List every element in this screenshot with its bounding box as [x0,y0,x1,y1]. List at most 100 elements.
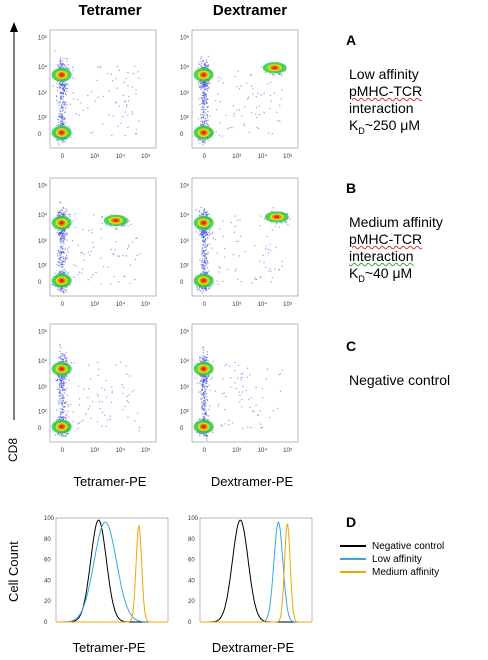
svg-text:10³: 10³ [38,91,47,97]
svg-text:0: 0 [203,154,207,160]
svg-text:100: 100 [44,516,55,522]
svg-text:0: 0 [61,448,65,454]
svg-text:10⁵: 10⁵ [141,301,151,308]
svg-text:10⁴: 10⁴ [116,447,126,454]
svg-text:10⁴: 10⁴ [258,447,268,454]
svg-text:80: 80 [44,537,51,543]
svg-text:60: 60 [188,558,195,564]
panel-a-line2: pMHC-TCR [349,83,423,99]
svg-text:0: 0 [38,280,42,286]
legend-swatch-medium [340,571,366,574]
dot-plot-b-tetramer: 10⁵ 10⁴ 10³ 10² 0 0 10³ 10⁴ 10⁵ [38,177,157,308]
svg-text:10²: 10² [180,410,189,416]
svg-text:10⁴: 10⁴ [38,358,48,365]
dot-plot-c-dextramer: 10⁵ 10⁴ 10³ 10² 0 0 10³ 10⁴ 10⁵ [180,323,299,454]
svg-text:10⁴: 10⁴ [38,64,48,71]
svg-text:10⁵: 10⁵ [180,34,190,41]
svg-text:10⁴: 10⁴ [258,301,268,308]
svg-text:80: 80 [188,537,195,543]
column-header-dextramer: Dextramer [212,2,288,19]
svg-text:10²: 10² [180,116,189,122]
panel-a-description: Low affinity pMHC-TCR interaction KD~250… [349,66,422,140]
svg-text:0: 0 [61,154,65,160]
svg-text:10⁵: 10⁵ [180,328,190,335]
svg-text:0: 0 [38,132,42,138]
cd8-axis-arrow [10,22,18,420]
svg-text:20: 20 [44,599,51,605]
column-header-tetramer: Tetramer [78,2,142,19]
svg-text:10²: 10² [38,116,47,122]
svg-text:40: 40 [188,578,195,584]
legend-item-medium: Medium affinity [340,566,444,579]
panel-b-line2: pMHC-TCR [349,231,423,247]
svg-text:0: 0 [180,280,184,286]
svg-text:10³: 10³ [232,154,241,160]
panel-b-line1: Medium affinity [349,214,443,230]
panel-a-line3: interaction [349,100,414,116]
svg-text:0: 0 [180,426,184,432]
svg-text:10⁵: 10⁵ [283,153,293,160]
svg-text:10⁵: 10⁵ [38,328,48,335]
histogram-dextramer: 100 80 60 40 20 0 [188,516,313,626]
panel-b-description: Medium affinity pMHC-TCR interaction KD~… [349,214,443,288]
panel-c-description: Negative control [349,372,451,388]
svg-text:0: 0 [61,302,65,308]
panel-letter-a: A [346,32,357,48]
svg-text:0: 0 [203,448,207,454]
svg-text:10⁵: 10⁵ [283,301,293,308]
svg-text:10³: 10³ [180,239,189,245]
svg-text:10³: 10³ [180,91,189,97]
svg-text:20: 20 [188,599,195,605]
panel-a-kd: KD~250 μM [349,117,420,136]
panel-b-line3: interaction [349,248,414,264]
legend-item-low: Low affinity [340,553,444,566]
histogram-legend: Negative control Low affinity Medium aff… [340,540,444,579]
dot-plot-b-dextramer: 10⁵ 10⁴ 10³ 10² 0 0 10³ 10⁴ 10⁵ [180,177,299,308]
svg-text:10⁵: 10⁵ [283,447,293,454]
dot-plot-a-tetramer: 10⁵ 10⁴ 10³ 10² 0 0 10³ 10⁴ 10⁵ [38,29,157,160]
panel-letter-c: C [346,338,357,354]
svg-text:10³: 10³ [232,448,241,454]
svg-text:0: 0 [38,426,42,432]
histogram-tetramer: 100 80 60 40 20 0 [44,516,169,626]
legend-item-negative: Negative control [340,540,444,553]
legend-swatch-negative [340,545,366,548]
svg-text:10²: 10² [38,410,47,416]
svg-text:10³: 10³ [90,448,99,454]
dot-plot-c-tetramer: 10⁵ 10⁴ 10³ 10² 0 0 10³ 10⁴ 10⁵ [38,323,157,454]
svg-text:40: 40 [44,578,51,584]
svg-text:0: 0 [188,620,192,626]
cd8-axis-label: CD8 [6,437,20,462]
dot-xlabel-tetramer: Tetramer-PE [73,474,147,489]
hist-xlabel-tetramer: Tetramer-PE [72,640,146,655]
svg-text:10⁵: 10⁵ [38,34,48,41]
svg-text:10³: 10³ [90,302,99,308]
svg-text:60: 60 [44,558,51,564]
svg-text:10⁴: 10⁴ [180,358,190,365]
svg-text:10⁵: 10⁵ [38,182,48,189]
panel-b-kd: KD~40 μM [349,265,413,284]
svg-text:0: 0 [203,302,207,308]
svg-text:100: 100 [188,516,199,522]
dot-plot-a-dextramer: 10⁵ 10⁴ 10³ 10² 0 0 10³ 10⁴ 10⁵ [180,29,299,160]
svg-text:10⁴: 10⁴ [116,153,126,160]
svg-text:10⁴: 10⁴ [180,64,190,71]
svg-text:10³: 10³ [38,385,47,391]
legend-swatch-low [340,558,366,561]
svg-text:10³: 10³ [180,385,189,391]
svg-text:0: 0 [44,620,48,626]
panel-letter-d: D [346,514,357,530]
svg-text:10²: 10² [180,264,189,270]
svg-text:10³: 10³ [90,154,99,160]
panel-letter-b: B [346,180,357,196]
svg-text:10³: 10³ [232,302,241,308]
svg-text:10²: 10² [38,264,47,270]
svg-text:10⁴: 10⁴ [180,212,190,219]
svg-text:10⁵: 10⁵ [141,153,151,160]
svg-text:10⁴: 10⁴ [258,153,268,160]
dot-xlabel-dextramer: Dextramer-PE [210,474,294,489]
svg-text:10³: 10³ [38,239,47,245]
histogram-y-label: Cell Count [6,541,21,602]
svg-text:10⁴: 10⁴ [38,212,48,219]
svg-text:0: 0 [180,132,184,138]
